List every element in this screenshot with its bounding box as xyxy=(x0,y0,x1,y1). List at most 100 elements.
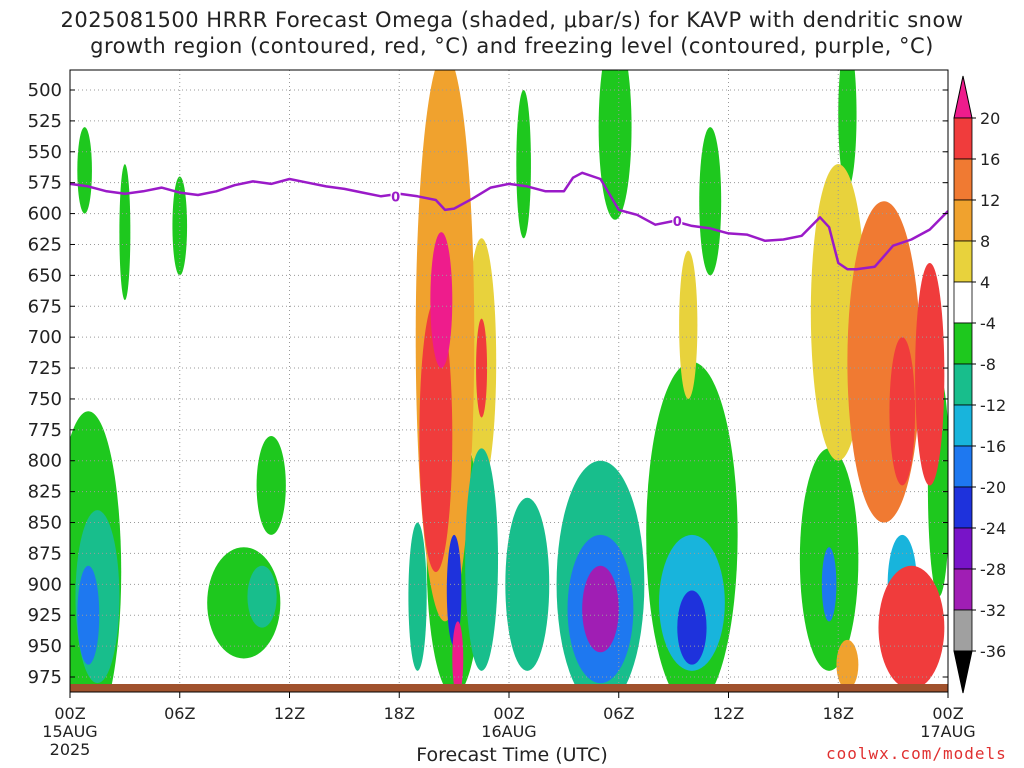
colorbar-label: 8 xyxy=(980,232,990,251)
omega-cell xyxy=(172,176,188,276)
x-tick-label: 18Z xyxy=(384,704,415,723)
colorbar-swatch xyxy=(953,322,973,365)
omega-cell xyxy=(838,70,857,189)
omega-cell xyxy=(836,639,859,690)
x-tick-label: 12Z xyxy=(713,704,744,723)
y-tick-label: 725 xyxy=(28,358,62,379)
omega-cell xyxy=(119,164,131,301)
contour-label: 0 xyxy=(673,215,682,230)
x-tick-label: 00Z xyxy=(54,704,85,723)
x-tick-label: 00Z xyxy=(493,704,524,723)
colorbar-label: -36 xyxy=(980,642,1006,661)
omega-cell xyxy=(889,337,916,486)
y-tick-label: 775 xyxy=(28,420,62,441)
omega-cell xyxy=(582,565,619,653)
y-tick-label: 875 xyxy=(28,543,62,564)
omega-cell xyxy=(516,90,531,239)
colorbar-label: 12 xyxy=(980,191,1000,210)
x-tick-label: 12Z xyxy=(274,704,305,723)
colorbar-label: -4 xyxy=(980,314,996,333)
omega-cell xyxy=(878,565,945,690)
colorbar-label: 20 xyxy=(980,109,1000,128)
colorbar-label: -20 xyxy=(980,478,1006,497)
colorbar-swatch xyxy=(953,117,973,160)
omega-cell xyxy=(465,448,499,671)
colorbar-swatch xyxy=(953,445,973,488)
omega-cell xyxy=(679,250,698,399)
x-tick-label: 06Z xyxy=(164,704,195,723)
omega-cell xyxy=(476,318,488,418)
omega-cell xyxy=(915,263,945,486)
x-tick-label: 18Z xyxy=(823,704,854,723)
contour-label-bg xyxy=(672,212,683,229)
y-tick-label: 975 xyxy=(28,667,62,688)
contour-label: 0 xyxy=(391,190,400,205)
y-tick-label: 675 xyxy=(28,296,62,317)
y-tick-label: 575 xyxy=(28,173,62,194)
y-tick-label: 525 xyxy=(28,111,62,132)
omega-cell xyxy=(505,497,550,671)
colorbar-swatch xyxy=(953,281,973,324)
chart-title-line2: growth region (contoured, red, °C) and f… xyxy=(90,34,934,58)
colorbar-label: -8 xyxy=(980,355,996,374)
omega-cell xyxy=(677,590,707,665)
x-tick-label: 06Z xyxy=(603,704,634,723)
x-tick-year: 2025 xyxy=(50,740,91,759)
terrain-strip xyxy=(70,684,948,692)
colorbar: 20 16 12 8 4 -4 -8 -12 -16 -20 -24 -28 -32 -36 xyxy=(953,75,1006,694)
terrain-band xyxy=(70,684,948,692)
colorbar-swatch xyxy=(953,609,973,652)
omega-cell xyxy=(598,70,632,220)
colorbar-label: -12 xyxy=(980,396,1006,415)
x-tick-label: 00Z xyxy=(932,704,963,723)
freezing-level: 00 xyxy=(70,171,948,271)
y-tick-label: 550 xyxy=(28,142,62,163)
colorbar-label: -16 xyxy=(980,437,1006,456)
colorbar-swatch xyxy=(953,363,973,406)
omega-cell xyxy=(821,547,837,622)
y-tick-label: 700 xyxy=(28,327,62,348)
omega-cell xyxy=(77,565,100,665)
y-tick-label: 850 xyxy=(28,513,62,534)
x-tick-date: 15AUG xyxy=(42,722,97,741)
colorbar-label: 16 xyxy=(980,150,1000,169)
omega-cell xyxy=(430,232,453,369)
freezing-level-line xyxy=(70,171,948,271)
credit-link[interactable]: coolwx.com/models xyxy=(826,744,1007,763)
omega-cell xyxy=(77,127,92,214)
y-tick-label: 800 xyxy=(28,451,62,472)
y-tick-label: 750 xyxy=(28,389,62,410)
colorbar-swatch xyxy=(953,486,973,529)
y-tick-label: 950 xyxy=(28,636,62,657)
omega-cell xyxy=(699,127,722,276)
colorbar-swatch xyxy=(953,404,973,447)
colorbar-label: -32 xyxy=(980,601,1006,620)
colorbar-swatch xyxy=(953,527,973,570)
colorbar-arrow-top xyxy=(953,75,973,119)
y-tick-label: 600 xyxy=(28,204,62,225)
x-axis-title: Forecast Time (UTC) xyxy=(416,744,608,766)
omega-cell xyxy=(408,522,427,671)
colorbar-label: -24 xyxy=(980,519,1006,538)
y-tick-label: 500 xyxy=(28,80,62,101)
omega-cell xyxy=(446,534,462,647)
x-tick-date: 17AUG xyxy=(920,722,975,741)
colorbar-label: 4 xyxy=(980,273,990,292)
omega-cell xyxy=(419,300,453,572)
y-tick-label: 900 xyxy=(28,574,62,595)
y-tick-label: 650 xyxy=(28,265,62,286)
y-tick-label: 925 xyxy=(28,605,62,626)
colorbar-swatch xyxy=(953,568,973,611)
colorbar-arrow-bottom xyxy=(953,650,973,694)
chart-title-line1: 2025081500 HRRR Forecast Omega (shaded, … xyxy=(60,8,964,32)
y-tick-label: 825 xyxy=(28,482,62,503)
colorbar-swatch xyxy=(953,240,973,283)
omega-shading xyxy=(70,70,948,692)
contour-label-bg xyxy=(390,188,401,205)
omega-cell xyxy=(452,621,464,692)
colorbar-label: -28 xyxy=(980,560,1006,579)
y-axis: 500 525 550 575 600 625 650 675 700 725 750 775 800 8… xyxy=(28,80,948,688)
omega-cell xyxy=(256,436,286,535)
